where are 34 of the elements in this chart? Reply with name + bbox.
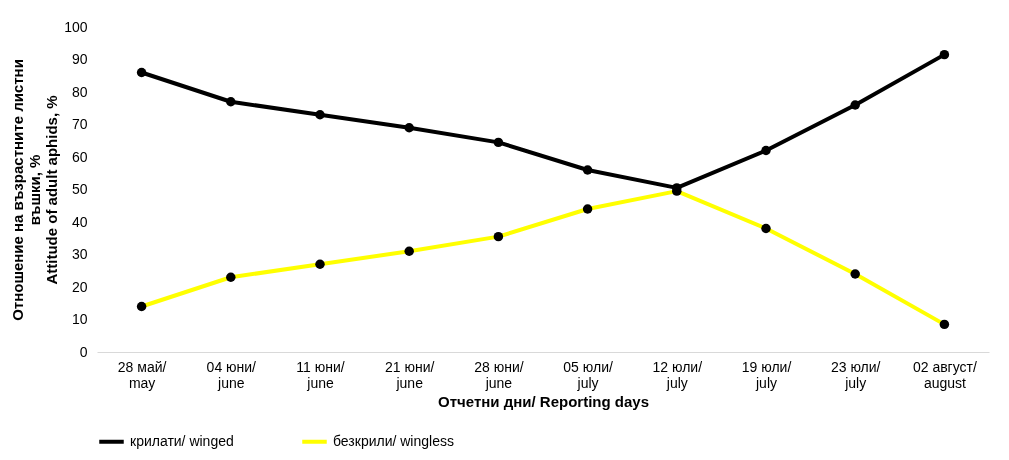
y-tick-label: 40 (71, 213, 88, 230)
x-tick-label: 02 август/ august (912, 358, 977, 391)
point (761, 145, 771, 156)
x-tick-label: 04 юни/ june (206, 358, 257, 391)
y-tick-label: 0 (79, 343, 88, 360)
point (315, 110, 325, 120)
point (493, 137, 504, 148)
y-axis-title: Отношение на възрастните листни въшки, % Attitude of adult aphids, % (9, 59, 61, 321)
x-tick-label: 12 юли/ july (652, 358, 703, 391)
y-tick-label: 10 (71, 311, 88, 327)
x-tick-label: 28 юни/ june (474, 358, 524, 391)
y-tick-label: 60 (71, 148, 88, 165)
point (582, 165, 593, 175)
x-tick-label: 05 юли/ july (563, 358, 613, 391)
point (136, 67, 147, 78)
y-tick-label: 30 (71, 246, 88, 262)
y-tick-label: 100 (64, 18, 88, 35)
point (939, 49, 950, 60)
point (404, 123, 414, 133)
point (226, 97, 236, 107)
y-tick-label: 50 (71, 181, 88, 197)
y-tick-label: 80 (71, 83, 88, 100)
y-tick-label: 90 (71, 51, 88, 67)
point (850, 100, 860, 110)
x-tick-label: 11 юни/ june (296, 358, 345, 391)
x-axis-title: Отчетни дни/ Reporting days (438, 392, 649, 410)
x-tick-label: 21 юни/ june (385, 358, 435, 391)
y-tick-label: 20 (71, 278, 88, 295)
y-tick-label: 70 (71, 116, 88, 132)
x-tick-label: 28 май/ may (117, 358, 167, 391)
legend-label: безкрили/ wingless (333, 432, 454, 449)
x-tick-label: 23 юли/ july (830, 358, 881, 391)
x-tick-label: 19 юли/ july (741, 358, 792, 391)
legend-label: крилати/ winged (130, 432, 234, 449)
